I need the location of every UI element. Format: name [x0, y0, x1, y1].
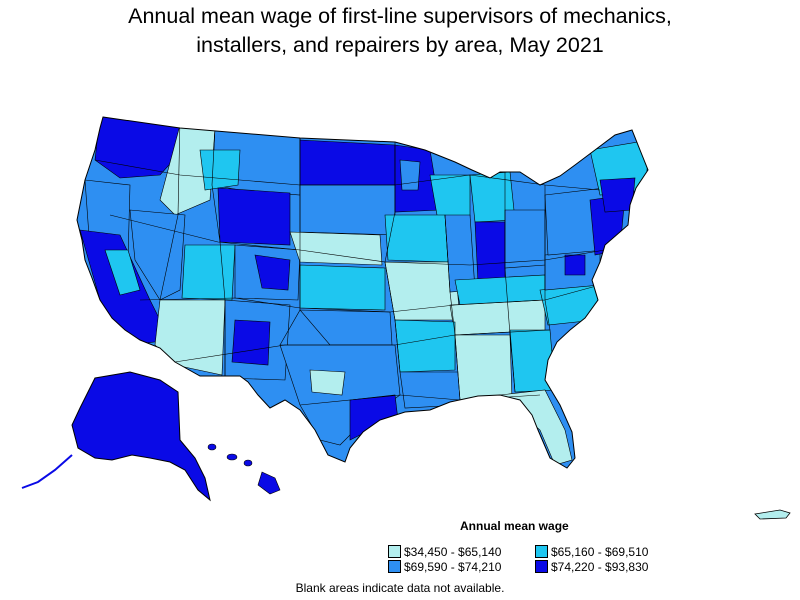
legend-swatch-1: [388, 545, 401, 558]
conus-outline: [76, 116, 649, 469]
region-north-dakota: [299, 139, 396, 186]
region-minnesota-north: [399, 159, 421, 191]
region-ohio: [504, 209, 546, 269]
region-houston: [349, 394, 399, 441]
legend-item-3: $69,590 - $74,210: [388, 560, 501, 574]
hawaii: [207, 443, 281, 495]
puerto-rico: [754, 509, 791, 520]
region-iowa: [384, 214, 449, 263]
region-north-carolina: [539, 284, 601, 326]
legend-title: Annual mean wage: [460, 519, 569, 533]
region-nevada: [129, 209, 186, 301]
legend-swatch-4: [535, 560, 548, 573]
region-wyoming: [217, 187, 291, 246]
region-nebraska: [289, 231, 383, 266]
legend-item-1: $34,450 - $65,140: [388, 545, 501, 559]
footnote: Blank areas indicate data not available.: [295, 581, 505, 595]
alaska-aleutians: [21, 454, 73, 489]
region-south-dakota: [299, 184, 396, 236]
region-dc-metro: [564, 254, 586, 276]
legend-swatch-3: [388, 560, 401, 573]
hawaii-island-3: [243, 459, 253, 467]
legend-label-1: $34,450 - $65,140: [404, 545, 502, 559]
legend-swatch-2: [535, 545, 548, 558]
region-kansas: [299, 264, 386, 311]
region-montana-west: [199, 149, 241, 191]
alaska: [21, 371, 211, 502]
legend-label-4: $74,220 - $93,830: [551, 560, 649, 574]
alaska-mainland: [71, 371, 211, 502]
region-new-mexico-central: [231, 319, 271, 366]
region-denver: [254, 254, 291, 291]
hawaii-island-1: [207, 443, 217, 451]
region-arkansas: [394, 319, 456, 373]
title-line-1: Annual mean wage of first-line superviso…: [128, 4, 672, 28]
region-arizona: [154, 299, 226, 376]
map-title: Annual mean wage of first-line superviso…: [0, 2, 800, 60]
hawaii-big-island: [257, 471, 281, 495]
hawaii-island-2: [226, 453, 238, 461]
legend-item-4: $74,220 - $93,830: [535, 560, 648, 574]
region-louisiana: [399, 371, 463, 409]
region-utah: [181, 244, 236, 301]
title-line-2: installers, and repairers by area, May 2…: [196, 33, 604, 57]
legend-item-2: $65,160 - $69,510: [535, 545, 648, 559]
region-indiana: [474, 221, 506, 283]
legend-label-2: $65,160 - $69,510: [551, 545, 649, 559]
region-texas-west: [309, 369, 346, 396]
region-california-central: [104, 249, 141, 296]
region-alabama: [454, 334, 513, 401]
legend-label-3: $69,590 - $74,210: [404, 560, 502, 574]
conus-regions: [77, 117, 648, 468]
region-florida: [499, 389, 573, 466]
area-boundaries: [94, 117, 606, 406]
